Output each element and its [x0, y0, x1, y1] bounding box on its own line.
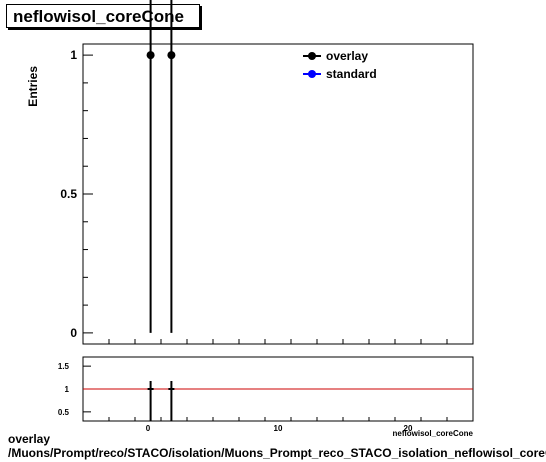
ratio-x-tick-label: 20	[404, 424, 413, 433]
legend-marker	[308, 70, 316, 78]
chart-title: neflowisol_coreCone	[13, 7, 184, 26]
data-point	[167, 51, 176, 60]
data-point	[146, 51, 155, 60]
ratio-x-tick-label: 10	[274, 424, 283, 433]
y-axis-label: Entries	[26, 66, 40, 107]
ratio-y-tick-label: 0.5	[58, 408, 70, 417]
title-box: neflowisol_coreCone	[6, 4, 200, 28]
footer-line-1: overlay	[8, 432, 51, 446]
footer-path: overlay /Muons/Prompt/reco/STACO/isolati…	[8, 432, 546, 460]
legend-marker	[308, 52, 316, 60]
y-tick-label: 1	[70, 48, 77, 62]
plot-frame	[82, 43, 474, 345]
ratio-y-tick-label: 1.5	[58, 362, 70, 371]
ratio-x-tick-label: 0	[146, 424, 151, 433]
x-axis-label: neflowisol_coreCone	[393, 429, 474, 438]
legend-label: standard	[326, 67, 377, 81]
y-tick-label: 0	[70, 326, 77, 340]
footer-line-2: /Muons/Prompt/reco/STACO/isolation/Muons…	[8, 446, 546, 460]
ratio-y-tick-label: 1	[65, 385, 70, 394]
legend-label: overlay	[326, 49, 368, 63]
y-tick-label: 0.5	[60, 187, 77, 201]
